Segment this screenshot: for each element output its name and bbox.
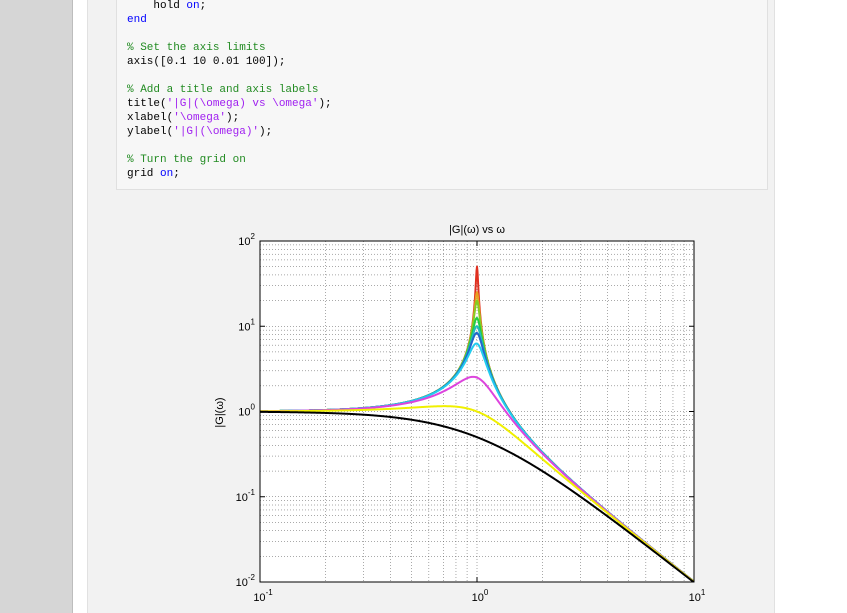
code-line: title('|G|(\omega) vs \omega'); [127, 98, 332, 110]
code-block: hold on; end % Set the axis limits axis(… [116, 0, 768, 190]
y-tick-label: 101 [238, 317, 255, 333]
y-tick-label-exponent: -2 [248, 573, 256, 582]
code-line: xlabel('\omega'); [127, 112, 239, 124]
code-line: ylabel('|G|(\omega)'); [127, 126, 272, 138]
code-token: ; [199, 0, 207, 12]
series-group [260, 265, 694, 582]
ticks [259, 240, 695, 583]
code-token: '\omega' [173, 112, 227, 124]
code-token: hold [127, 0, 187, 12]
y-tick-label: 10-1 [236, 488, 256, 504]
x-tick-label: 100 [472, 588, 489, 604]
code-token: on [160, 168, 174, 180]
y-tick-label-base: 10 [238, 236, 250, 248]
code-token: ylabel( [127, 126, 174, 138]
y-axis-label: |G|(ω) [214, 397, 226, 427]
x-tick-label-exponent: 1 [701, 588, 706, 597]
code-token: ); [226, 112, 240, 124]
code-token: % Add a title and axis labels [127, 84, 319, 96]
code-token: '|G|(\omega) vs \omega' [166, 98, 319, 110]
y-tick-label-exponent: 0 [251, 403, 256, 412]
document-page: hold on; end % Set the axis limits axis(… [72, 0, 791, 613]
x-tick-label: 101 [689, 588, 706, 604]
left-gutter [0, 0, 72, 613]
y-tick-label-base: 10 [236, 577, 248, 589]
y-tick-label-exponent: -1 [248, 488, 256, 497]
code-line: % Turn the grid on [127, 154, 246, 166]
x-tick-label-exponent: -1 [266, 588, 274, 597]
code-line: hold on; [127, 0, 206, 12]
y-tick-label-base: 10 [238, 407, 250, 419]
code-line: % Set the axis limits [127, 42, 266, 54]
x-tick-label-exponent: 0 [484, 588, 489, 597]
code-token: % Turn the grid on [127, 154, 246, 166]
code-token: axis([0.1 10 0.01 100]); [127, 56, 286, 68]
code-token: % Set the axis limits [127, 42, 266, 54]
code-token: end [127, 14, 147, 26]
code-token: '|G|(\omega)' [173, 126, 260, 138]
series-line-10 [260, 410, 694, 582]
x-tick-label: 10-1 [253, 588, 273, 604]
series-line-9 [260, 405, 694, 582]
code-line: grid on; [127, 168, 180, 180]
code-token: ); [318, 98, 332, 110]
y-tick-label: 10-2 [236, 573, 256, 589]
x-tick-label-base: 10 [472, 592, 484, 604]
x-tick-label-base: 10 [689, 592, 701, 604]
code-token: ); [259, 126, 273, 138]
y-tick-label: 100 [238, 403, 255, 419]
code-token: on [186, 0, 200, 12]
code-token: title( [127, 98, 167, 110]
code-token: xlabel( [127, 112, 174, 124]
chart-title: |G|(ω) vs ω [449, 224, 505, 236]
code-line: axis([0.1 10 0.01 100]); [127, 56, 285, 68]
code-token: ; [173, 168, 180, 180]
code-line: % Add a title and axis labels [127, 84, 318, 96]
y-tick-label-base: 10 [236, 492, 248, 504]
code-line: end [127, 14, 147, 26]
y-tick-label-base: 10 [238, 321, 250, 333]
y-tick-label-exponent: 1 [251, 317, 256, 326]
y-tick-label: 102 [238, 232, 255, 248]
code-token: grid [127, 168, 161, 180]
y-tick-label-exponent: 2 [251, 232, 256, 241]
x-tick-label-base: 10 [253, 592, 265, 604]
right-gutter [790, 0, 847, 613]
code-listing: hold on; end % Set the axis limits axis(… [127, 0, 332, 181]
